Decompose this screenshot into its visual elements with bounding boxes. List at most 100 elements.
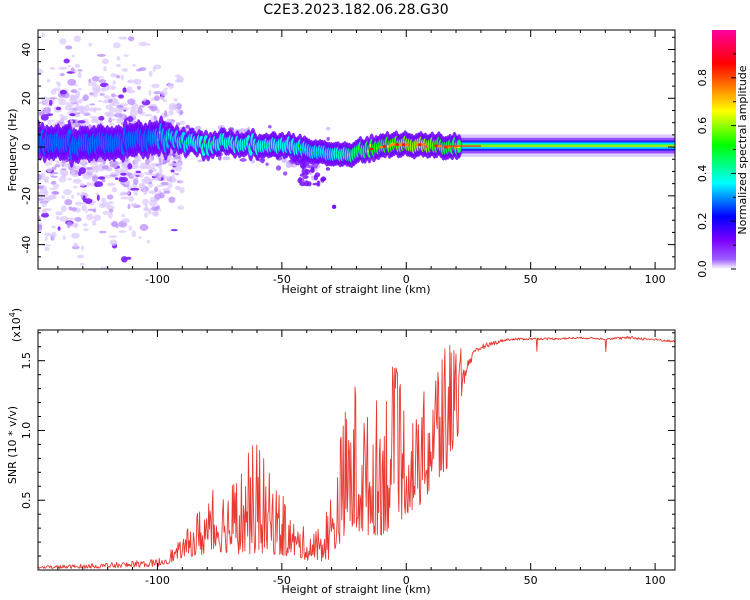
noise-blob	[282, 171, 288, 176]
noise-blob	[185, 124, 190, 129]
noise-blob	[168, 83, 175, 89]
noise-blob	[66, 217, 76, 220]
noise-blob	[142, 198, 149, 206]
noise-blob	[158, 162, 166, 165]
noise-blob	[63, 58, 70, 64]
colorbar-label: Normalized spectral amplitude	[736, 65, 749, 234]
snr-y-axis-label: SNR (10 * v/v)	[6, 406, 19, 484]
noise-blob	[325, 167, 330, 171]
noise-blob	[60, 205, 67, 213]
noise-blob	[174, 162, 183, 168]
noise-blob	[50, 180, 57, 185]
noise-blob	[222, 156, 231, 161]
noise-blob	[70, 67, 75, 73]
noise-blob	[75, 201, 82, 206]
noise-blob	[112, 42, 121, 49]
noise-blob	[154, 186, 159, 193]
noise-blob	[59, 38, 67, 45]
noise-blob	[132, 63, 136, 67]
noise-blob	[55, 106, 62, 111]
noise-blob	[108, 200, 114, 205]
noise-blob	[82, 174, 92, 180]
noise-blob	[162, 99, 168, 103]
snr-multiplier-suffix: )	[10, 308, 23, 312]
noise-blob	[92, 209, 96, 213]
noise-blob	[41, 212, 50, 218]
noise-blob	[149, 105, 158, 112]
noise-blob	[46, 113, 54, 117]
noise-blob	[77, 71, 82, 79]
noise-blob	[58, 66, 68, 70]
noise-blob	[168, 196, 176, 204]
noise-blob	[130, 107, 135, 112]
hot-spot	[421, 143, 425, 147]
svg-text:(x104): (x104)	[8, 308, 23, 342]
noise-blob	[174, 173, 180, 176]
snr-x-tick-label: 50	[524, 574, 538, 587]
spectrogram-y-tick-label: 0	[20, 144, 33, 151]
noise-blob	[115, 168, 125, 174]
noise-blob	[120, 172, 127, 176]
noise-blob	[121, 218, 130, 224]
noise-blob	[317, 165, 321, 168]
noise-blob	[304, 168, 309, 173]
noise-blob	[97, 176, 106, 180]
spectrogram-x-tick-label: 0	[403, 273, 410, 286]
noise-blob	[60, 168, 67, 171]
noise-blob	[176, 158, 180, 161]
hot-spot	[418, 143, 422, 147]
noise-blob	[97, 76, 105, 79]
noise-blob	[130, 187, 140, 191]
spectrogram-heatmap	[38, 14, 675, 269]
snr-x-tick-label: -100	[145, 574, 170, 587]
noise-blob	[163, 190, 171, 194]
noise-blob	[71, 169, 76, 176]
noise-blob	[172, 160, 176, 163]
noise-blob	[108, 117, 113, 123]
noise-blob	[135, 170, 141, 174]
snr-multiplier-exponent: 4	[8, 312, 17, 317]
noise-blob	[118, 176, 128, 183]
noise-blob	[148, 14, 156, 18]
noise-blob	[179, 110, 184, 116]
noise-blob	[109, 239, 118, 246]
noise-blob	[153, 64, 162, 70]
hot-spot	[395, 143, 400, 147]
noise-blob	[46, 167, 52, 173]
figure-title: C2E3.2023.182.06.28.G30	[263, 2, 448, 18]
noise-blob	[130, 202, 137, 207]
noise-blob	[251, 159, 255, 164]
noise-blob	[123, 54, 129, 57]
noise-blob	[71, 207, 77, 212]
noise-blob	[146, 239, 151, 244]
noise-blob	[51, 231, 57, 238]
noise-blob	[44, 246, 50, 252]
noise-blob	[169, 180, 173, 184]
noise-blob	[74, 217, 82, 222]
snr-series-line	[38, 336, 675, 569]
noise-blob	[167, 162, 176, 167]
noise-blob	[118, 94, 124, 99]
spectrogram-ticks: -100 -50 0 50 100 -40 -20 0 20 40	[20, 30, 675, 286]
noise-blob	[127, 36, 135, 42]
noise-blob	[71, 54, 76, 58]
noise-blob	[239, 128, 246, 134]
noise-blob	[40, 172, 46, 177]
noise-blob	[141, 99, 151, 106]
noise-blob	[62, 235, 66, 240]
noise-blob	[67, 177, 72, 181]
noise-blob	[38, 225, 43, 231]
noise-blob	[80, 202, 87, 205]
noise-blob	[44, 161, 50, 167]
noise-blob	[41, 32, 45, 38]
snr-x-tick-label: -50	[273, 574, 291, 587]
noise-blob	[38, 198, 44, 201]
noise-blob	[93, 87, 101, 94]
noise-blob	[133, 157, 140, 164]
spectrogram-y-tick-label: 20	[20, 91, 33, 105]
noise-blob	[159, 96, 165, 101]
hot-spot	[434, 144, 438, 147]
noise-blob	[326, 136, 330, 141]
noise-blob	[179, 187, 185, 194]
hot-spot	[389, 143, 393, 147]
